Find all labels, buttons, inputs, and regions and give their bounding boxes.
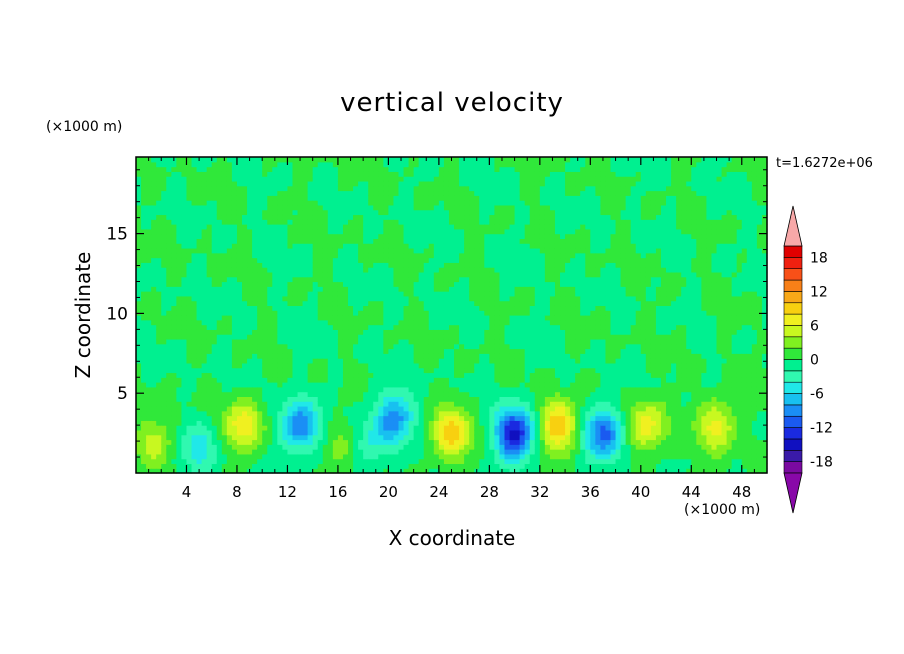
- y-tick-label: 10: [106, 304, 128, 324]
- y-axis-label: Z coordinate: [71, 251, 95, 379]
- x-tick-label: 4: [182, 483, 192, 501]
- colorbar-tick-label: -12: [810, 421, 833, 437]
- colorbar-segment: [783, 268, 803, 281]
- colorbar: 18 12 6 0 -6 -12 -18: [783, 205, 833, 514]
- colorbar-segment: [783, 438, 803, 451]
- time-label: t=1.6272e+06: [776, 156, 873, 171]
- x-tick-label: 44: [682, 483, 701, 501]
- y-tick-label: 15: [106, 225, 128, 245]
- colorbar-over-triangle: [783, 205, 803, 247]
- colorbar-segment: [783, 359, 803, 372]
- x-unit-label: (×1000 m): [684, 502, 761, 518]
- x-tick-label: 36: [581, 483, 600, 501]
- colorbar-segment: [783, 415, 803, 428]
- colorbar-segment: [783, 449, 803, 462]
- colorbar-segment: [783, 393, 803, 406]
- x-tick-label: 32: [530, 483, 549, 501]
- colorbar-segment: [783, 257, 803, 270]
- colorbar-segment: [783, 427, 803, 440]
- colorbar-segment: [783, 279, 803, 292]
- colorbar-segment: [783, 336, 803, 349]
- chart-title: vertical velocity: [340, 88, 564, 118]
- colorbar-segment: [783, 461, 803, 474]
- x-axis-label: X coordinate: [388, 526, 516, 550]
- x-tick-label: 12: [278, 483, 297, 501]
- x-tick-label: 8: [232, 483, 242, 501]
- y-tick-label: 5: [117, 384, 128, 404]
- colorbar-tick-label: 12: [810, 284, 828, 300]
- velocity-field: [136, 157, 768, 474]
- x-tick-label: 24: [429, 483, 448, 501]
- colorbar-segment: [783, 381, 803, 394]
- colorbar-tick-label: -6: [810, 387, 824, 403]
- colorbar-segment: [783, 302, 803, 315]
- colorbar-segment: [783, 291, 803, 304]
- x-tick-label: 20: [379, 483, 398, 501]
- colorbar-tick-label: 0: [810, 353, 819, 369]
- colorbar-tick-label: 18: [810, 250, 828, 266]
- x-tick-label: 16: [328, 483, 347, 501]
- x-tick-label: 48: [732, 483, 751, 501]
- colorbar-tick-label: -18: [810, 455, 833, 471]
- colorbar-under-triangle: [783, 472, 803, 514]
- colorbar-segment: [783, 347, 803, 360]
- colorbar-segment: [783, 325, 803, 338]
- colorbar-segment: [783, 370, 803, 383]
- y-unit-label: (×1000 m): [46, 119, 123, 135]
- colorbar-segment: [783, 404, 803, 417]
- x-tick-label: 28: [480, 483, 499, 501]
- colorbar-tick-label: 6: [810, 318, 819, 334]
- colorbar-segment: [783, 245, 803, 258]
- x-tick-label: 40: [631, 483, 650, 501]
- colorbar-segment: [783, 313, 803, 326]
